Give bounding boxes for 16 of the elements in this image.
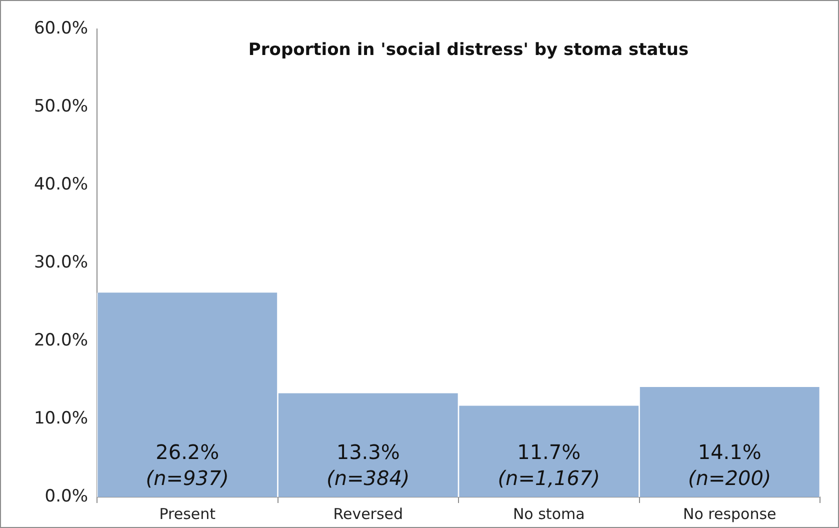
- y-tick-label: 40.0%: [34, 174, 88, 194]
- data-label: 14.1% (n=200): [688, 440, 772, 490]
- x-tick-label: Present: [159, 504, 216, 523]
- y-tick-label: 0.0%: [44, 486, 88, 506]
- data-label: 11.7% (n=1,167): [498, 440, 600, 490]
- y-tick-label: 60.0%: [34, 18, 88, 38]
- x-tick-label: No stoma: [512, 504, 585, 523]
- y-tick-label: 10.0%: [34, 408, 88, 428]
- data-label: 13.3% (n=384): [326, 440, 410, 490]
- x-tick-label: Reversed: [333, 504, 404, 523]
- y-tick-label: 20.0%: [34, 330, 88, 350]
- text: Proportion in 'social distress' by stoma status: [248, 40, 689, 60]
- x-tick-label: No response: [682, 504, 776, 523]
- data-label: 26.2% (n=937): [146, 440, 229, 490]
- y-tick-label: 50.0%: [34, 96, 88, 116]
- y-tick-label: 30.0%: [34, 252, 88, 272]
